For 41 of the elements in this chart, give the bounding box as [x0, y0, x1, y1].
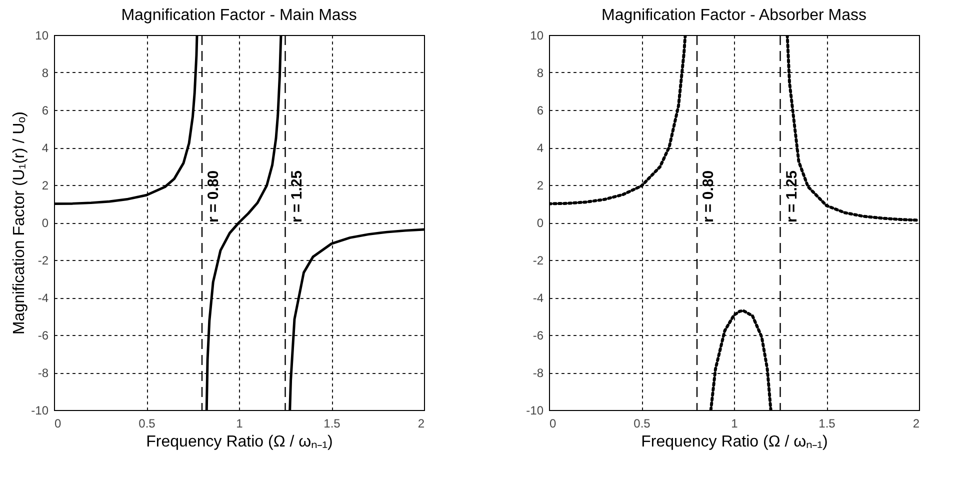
y-tick-label: -2: [532, 254, 544, 268]
ref-line-label: r = 0.80: [205, 170, 222, 222]
x-tick-label: 2: [418, 416, 425, 430]
x-axis-title: Frequency Ratio (Ω / ωₙ₋₁): [146, 434, 333, 450]
y-tick-label: 8: [536, 66, 544, 80]
y-tick-label: -4: [38, 291, 49, 305]
y-tick-label: -2: [38, 254, 49, 268]
y-tick-label: -8: [38, 366, 49, 380]
y-tick-label: -10: [31, 404, 49, 418]
y-tick-label: 10: [35, 28, 49, 42]
y-tick-label: 4: [536, 141, 544, 155]
x-tick-label: 1: [236, 416, 244, 430]
x-axis-title: Frequency Ratio (Ω / ωₙ₋₁): [641, 434, 828, 450]
y-tick-label: -6: [38, 328, 49, 342]
y-tick-label: 10: [530, 28, 544, 42]
y-axis-title: Magnification Factor (U₁(r) / Uₒ): [11, 111, 28, 335]
y-tick-label: -10: [526, 404, 544, 418]
ref-line-label: r = 1.25: [288, 170, 306, 222]
x-tick-label: 1.5: [818, 416, 836, 430]
y-tick-label: 4: [42, 141, 49, 155]
ref-line-label: r = 1.25: [783, 170, 800, 222]
x-tick-label: 0: [54, 416, 62, 430]
x-tick-label: 0.5: [138, 416, 156, 430]
x-tick-label: 0.5: [634, 416, 651, 430]
ref-line-label: r = 0.80: [700, 170, 717, 222]
x-tick-label: 0: [550, 416, 556, 430]
chart-title: Magnification Factor - Absorber Mass: [602, 7, 866, 24]
y-tick-label: 0: [536, 216, 544, 230]
y-tick-label: 8: [42, 66, 49, 80]
x-tick-label: 1.5: [324, 416, 341, 430]
y-tick-label: 0: [42, 216, 49, 230]
y-tick-label: -6: [532, 328, 544, 342]
y-tick-label: -4: [532, 291, 544, 305]
x-tick-label: 1: [731, 416, 738, 430]
y-tick-label: 6: [536, 104, 544, 118]
y-tick-label: 6: [42, 104, 49, 118]
y-tick-label: 2: [42, 178, 49, 192]
y-tick-label: -8: [532, 366, 544, 380]
chart-title: Magnification Factor - Main Mass: [121, 7, 357, 24]
y-tick-label: 2: [536, 178, 544, 192]
x-tick-label: 2: [912, 416, 920, 430]
